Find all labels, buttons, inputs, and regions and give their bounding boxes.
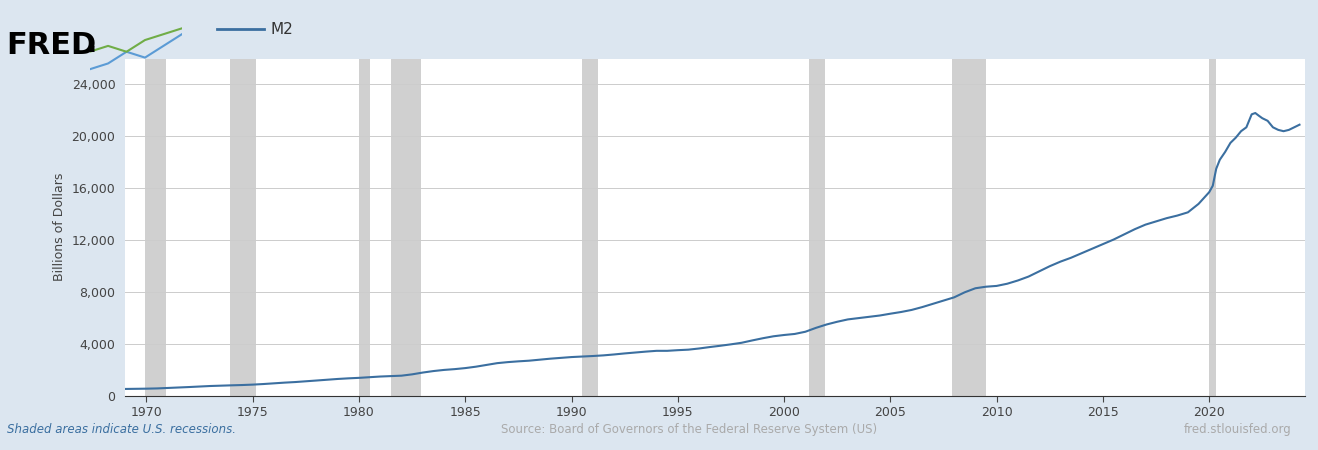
- Bar: [145, 58, 166, 396]
- Text: M2: M2: [270, 22, 293, 37]
- Bar: [358, 58, 369, 396]
- Text: .: .: [86, 29, 98, 58]
- Bar: [583, 58, 598, 396]
- Y-axis label: Billions of Dollars: Billions of Dollars: [53, 173, 66, 281]
- Bar: [391, 58, 420, 396]
- Text: FRED: FRED: [7, 32, 96, 60]
- Text: fred.stlouisfed.org: fred.stlouisfed.org: [1184, 423, 1292, 436]
- Text: Shaded areas indicate U.S. recessions.: Shaded areas indicate U.S. recessions.: [7, 423, 236, 436]
- Bar: [229, 58, 256, 396]
- Bar: [953, 58, 986, 396]
- Text: Source: Board of Governors of the Federal Reserve System (US): Source: Board of Governors of the Federa…: [501, 423, 876, 436]
- Bar: [809, 58, 825, 396]
- Bar: [1209, 58, 1217, 396]
